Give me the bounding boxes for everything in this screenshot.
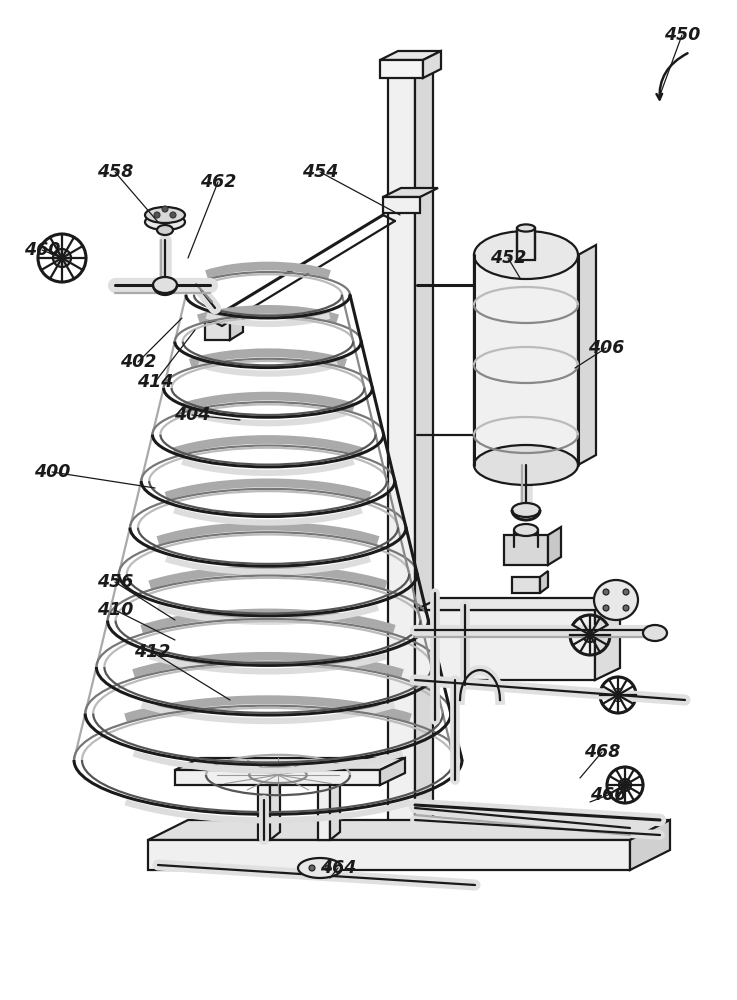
Polygon shape	[270, 762, 280, 840]
Circle shape	[154, 212, 160, 218]
Polygon shape	[474, 255, 578, 465]
Polygon shape	[175, 758, 405, 770]
Ellipse shape	[594, 580, 638, 620]
Circle shape	[309, 865, 315, 871]
Text: 462: 462	[200, 173, 236, 191]
Ellipse shape	[298, 858, 342, 878]
Circle shape	[162, 206, 168, 212]
Polygon shape	[423, 51, 441, 78]
Ellipse shape	[512, 503, 540, 517]
Text: 456: 456	[97, 573, 133, 591]
Polygon shape	[540, 571, 548, 593]
Text: 460: 460	[24, 241, 60, 259]
Circle shape	[603, 605, 609, 611]
Text: 464: 464	[320, 859, 356, 877]
Circle shape	[325, 865, 331, 871]
Ellipse shape	[153, 277, 177, 293]
Text: 458: 458	[97, 163, 133, 181]
Polygon shape	[330, 762, 340, 840]
Polygon shape	[415, 598, 620, 610]
Ellipse shape	[514, 524, 538, 536]
Polygon shape	[148, 820, 670, 840]
Polygon shape	[578, 245, 596, 465]
Text: 406: 406	[588, 339, 624, 357]
Polygon shape	[630, 820, 670, 870]
Polygon shape	[595, 598, 620, 680]
Text: 410: 410	[97, 601, 133, 619]
Polygon shape	[512, 577, 540, 593]
Ellipse shape	[474, 231, 578, 279]
Text: 468: 468	[584, 743, 621, 761]
Polygon shape	[415, 610, 595, 680]
Polygon shape	[318, 770, 330, 840]
Polygon shape	[388, 68, 415, 855]
Text: 404: 404	[174, 406, 210, 424]
Circle shape	[612, 689, 624, 701]
Circle shape	[603, 589, 609, 595]
Ellipse shape	[474, 445, 578, 485]
Text: 466: 466	[590, 786, 626, 804]
Polygon shape	[148, 840, 630, 870]
Polygon shape	[383, 188, 438, 197]
Text: 414: 414	[137, 373, 173, 391]
Polygon shape	[380, 51, 441, 60]
Text: 452: 452	[490, 249, 526, 267]
Polygon shape	[205, 322, 230, 340]
Polygon shape	[383, 197, 420, 213]
Circle shape	[623, 605, 629, 611]
Ellipse shape	[145, 214, 185, 230]
Polygon shape	[517, 228, 535, 260]
Ellipse shape	[643, 625, 667, 641]
Polygon shape	[175, 770, 380, 785]
Polygon shape	[415, 59, 433, 855]
Polygon shape	[258, 770, 270, 840]
Circle shape	[170, 212, 176, 218]
Text: 454: 454	[302, 163, 338, 181]
Ellipse shape	[517, 224, 535, 232]
Polygon shape	[380, 60, 423, 78]
Polygon shape	[504, 535, 548, 565]
Text: 402: 402	[120, 353, 156, 371]
Text: 400: 400	[34, 463, 70, 481]
Ellipse shape	[145, 207, 185, 223]
Circle shape	[623, 589, 629, 595]
Circle shape	[619, 779, 631, 791]
Polygon shape	[380, 758, 405, 785]
Polygon shape	[230, 314, 243, 340]
Circle shape	[53, 249, 71, 267]
Text: 450: 450	[664, 26, 700, 44]
Polygon shape	[548, 527, 561, 565]
Circle shape	[583, 628, 597, 642]
Ellipse shape	[157, 225, 173, 235]
Text: 412: 412	[134, 643, 170, 661]
